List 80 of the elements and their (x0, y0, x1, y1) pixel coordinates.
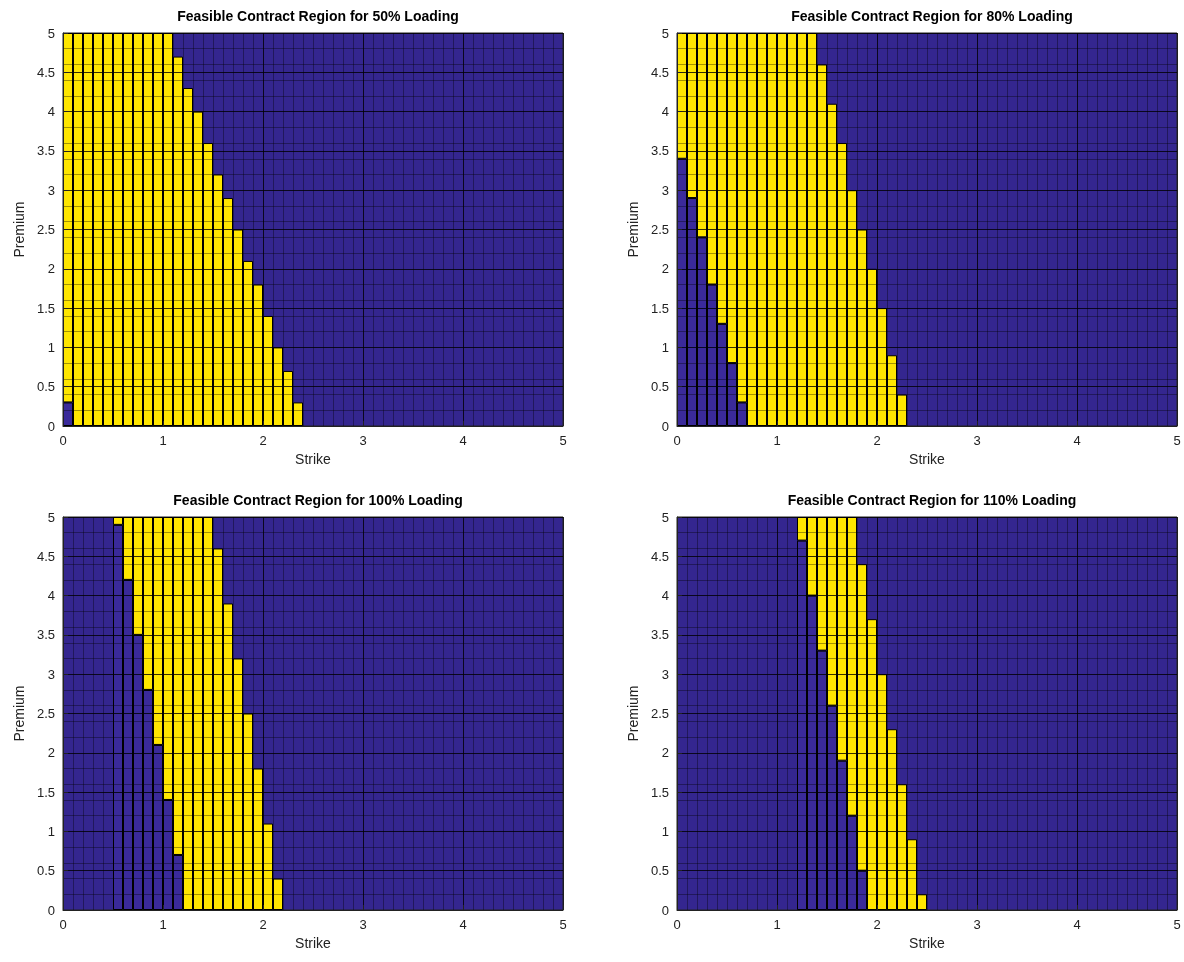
x-tick-label: 4 (1073, 433, 1081, 448)
y-tick-label: 0.5 (650, 863, 669, 879)
y-tick-label: 3.5 (650, 627, 669, 643)
x-tick-label: 3 (359, 917, 367, 932)
y-axis-title: Premium (625, 201, 642, 258)
x-tick-label: 1 (773, 917, 781, 932)
y-tick-label: 0 (661, 418, 669, 434)
y-tick-label: 3.5 (650, 143, 669, 159)
x-tick-label: 2 (259, 433, 267, 448)
y-tick-label: 3 (661, 182, 669, 198)
x-tick-label: 1 (159, 433, 167, 448)
y-tick-label: 2 (661, 261, 669, 277)
x-tick-label: 1 (773, 433, 781, 448)
x-tick-label: 0 (59, 917, 67, 932)
y-tick-label: 4.5 (36, 548, 55, 564)
x-tick-label: 3 (973, 433, 981, 448)
y-tick-label: 5 (47, 509, 55, 525)
y-tick-label: 3 (47, 666, 55, 682)
y-tick-label: 1 (661, 339, 669, 355)
x-tick-label: 2 (873, 917, 881, 932)
y-tick-label: 2 (661, 745, 669, 761)
y-tick-label: 0 (661, 902, 669, 918)
chart-title: Feasible Contract Region for 100% Loading (173, 492, 463, 508)
x-tick-label: 5 (559, 917, 567, 932)
y-tick-label: 1 (47, 339, 55, 355)
y-tick-label: 2 (47, 261, 55, 277)
chart-title: Feasible Contract Region for 110% Loading (787, 492, 1077, 508)
y-tick-label: 4.5 (650, 548, 669, 564)
y-tick-label: 0 (47, 418, 55, 434)
x-tick-label: 4 (459, 433, 467, 448)
x-tick-label: 1 (159, 917, 167, 932)
y-tick-label: 2.5 (650, 706, 669, 721)
x-tick-label: 5 (1173, 433, 1181, 448)
y-tick-label: 1.5 (36, 784, 55, 800)
y-tick-label: 0.5 (36, 379, 55, 395)
y-tick-label: 1 (47, 823, 55, 839)
y-tick-label: 0.5 (650, 379, 669, 395)
y-axis-title: Premium (11, 201, 28, 258)
x-axis-title: Strike (295, 935, 332, 951)
x-tick-label: 3 (973, 917, 981, 932)
y-tick-label: 2.5 (36, 222, 55, 237)
y-tick-label: 5 (661, 25, 669, 41)
y-tick-label: 5 (47, 25, 55, 41)
y-tick-label: 1.5 (650, 300, 669, 316)
y-tick-label: 2 (47, 745, 55, 761)
y-axis-title: Premium (11, 685, 28, 742)
x-axis-title: Strike (909, 451, 946, 467)
chart-title: Feasible Contract Region for 80% Loading (791, 8, 1073, 24)
y-tick-label: 1.5 (650, 784, 669, 800)
y-axis-title: Premium (625, 685, 642, 742)
y-tick-label: 2.5 (36, 706, 55, 721)
x-tick-label: 0 (673, 917, 681, 932)
x-tick-label: 0 (673, 433, 681, 448)
y-tick-label: 0.5 (36, 863, 55, 879)
y-tick-label: 3.5 (36, 627, 55, 643)
chart-title: Feasible Contract Region for 50% Loading (177, 8, 459, 24)
y-tick-label: 0 (47, 902, 55, 918)
y-tick-label: 3 (661, 666, 669, 682)
x-tick-label: 4 (1073, 917, 1081, 932)
x-tick-label: 4 (459, 917, 467, 932)
y-tick-label: 4 (47, 104, 55, 120)
y-tick-label: 1.5 (36, 300, 55, 316)
y-tick-label: 4.5 (36, 64, 55, 80)
y-tick-label: 3.5 (36, 143, 55, 159)
y-tick-label: 4 (661, 104, 669, 120)
y-tick-label: 4.5 (650, 64, 669, 80)
y-tick-label: 5 (661, 509, 669, 525)
x-axis-title: Strike (909, 935, 946, 951)
y-tick-label: 3 (47, 182, 55, 198)
x-tick-label: 0 (59, 433, 67, 448)
x-tick-label: 5 (559, 433, 567, 448)
y-tick-label: 4 (661, 588, 669, 604)
x-axis-title: Strike (295, 451, 332, 467)
y-tick-label: 1 (661, 823, 669, 839)
y-tick-label: 4 (47, 588, 55, 604)
x-tick-label: 2 (259, 917, 267, 932)
x-tick-label: 2 (873, 433, 881, 448)
x-tick-label: 5 (1173, 917, 1181, 932)
y-tick-label: 2.5 (650, 222, 669, 237)
x-tick-label: 3 (359, 433, 367, 448)
